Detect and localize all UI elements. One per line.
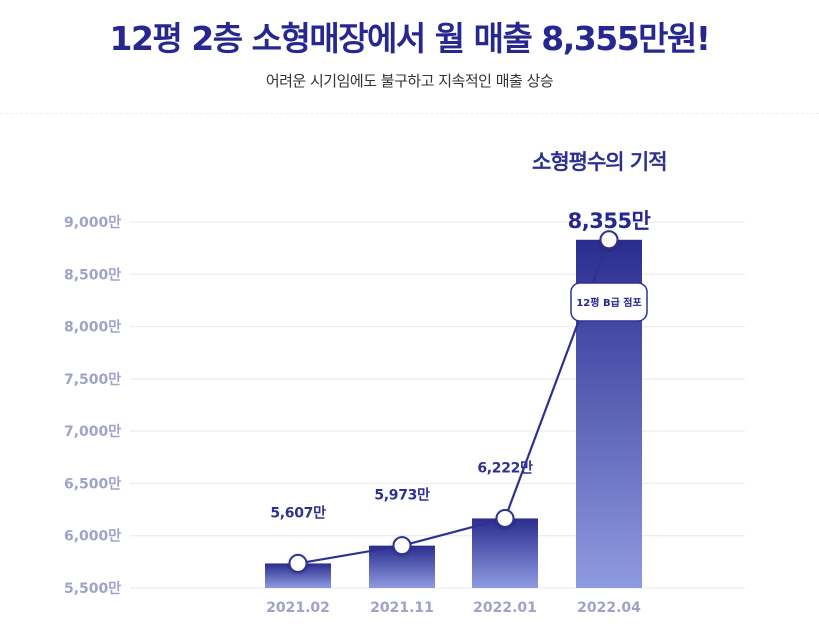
y-tick-label: 7,000만 xyxy=(64,424,121,440)
y-tick-label: 9,000만 xyxy=(64,215,121,231)
x-tick-label: 2021.11 xyxy=(370,600,434,616)
value-label: 5,607만 xyxy=(270,505,326,521)
callout-box xyxy=(570,282,648,322)
data-point xyxy=(392,536,412,556)
headline: 12평 2층 소형매장에서 월 매출 8,355만원! xyxy=(109,19,711,58)
callout-text: 12평 B급 점포 xyxy=(576,296,641,309)
x-tick-label: 2021.02 xyxy=(266,600,330,616)
data-point xyxy=(495,508,515,528)
value-label: 6,222만 xyxy=(477,460,533,476)
y-tick-label: 5,500만 xyxy=(64,581,121,597)
trend-line xyxy=(297,239,611,565)
y-tick-label: 8,500만 xyxy=(64,267,121,283)
value-label: 8,355만 xyxy=(568,209,651,233)
y-tick-label: 6,500만 xyxy=(64,476,121,492)
data-point xyxy=(599,230,619,250)
x-tick-label: 2022.04 xyxy=(577,600,641,616)
data-point xyxy=(288,553,308,573)
subheadline: 어려운 시기임에도 불구하고 지속적인 매출 상승 xyxy=(265,72,554,90)
y-tick-label: 6,000만 xyxy=(64,529,121,545)
bar xyxy=(472,518,538,588)
x-tick-label: 2022.01 xyxy=(473,600,537,616)
value-label: 5,973만 xyxy=(374,488,430,504)
callout-badge: 12평 B급 점포 xyxy=(570,282,648,322)
y-tick-label: 8,000만 xyxy=(64,320,121,336)
section-divider xyxy=(0,113,819,114)
chart-title: 소형평수의 기적 xyxy=(532,150,668,174)
y-tick-label: 7,500만 xyxy=(64,372,121,388)
